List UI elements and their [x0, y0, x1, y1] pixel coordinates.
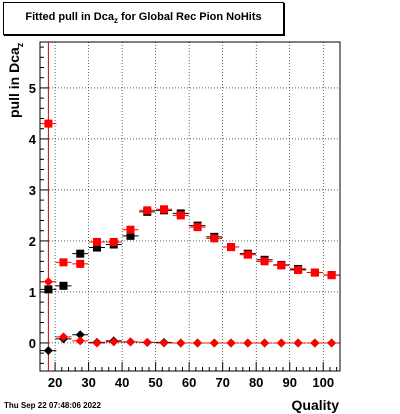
data-point-diamond [159, 338, 169, 348]
data-point-diamond [75, 330, 85, 340]
x-tick-label: 40 [115, 375, 129, 390]
title-box: Fitted pull in Dcaz for Global Rec Pion … [3, 2, 284, 35]
data-point-diamond [43, 346, 53, 356]
axes: 20 30 40 50 60 70 80 90 100 0 1 2 3 4 5 [29, 41, 341, 390]
data-point-square [260, 257, 269, 266]
x-tick-label: 80 [249, 375, 263, 390]
data-point-diamond [327, 338, 337, 348]
data-point-diamond [75, 336, 85, 346]
data-point-diamond [193, 338, 203, 348]
x-tick-label: 60 [182, 375, 196, 390]
data-point-square [193, 223, 202, 232]
data-point-square [44, 119, 53, 128]
data-point-square [176, 211, 185, 220]
chart-title: Fitted pull in Dcaz for Global Rec Pion … [25, 11, 262, 26]
data-point-diamond [276, 338, 286, 348]
grid [40, 42, 340, 371]
y-tick-label: 3 [29, 183, 36, 198]
data-point-square [59, 281, 68, 290]
plot-frame [39, 41, 341, 372]
data-point-square [92, 237, 101, 246]
data-point-square [109, 237, 118, 246]
y-axis-label: pull in Dcaz [6, 42, 25, 118]
timestamp: Thu Sep 22 07:48:06 2022 [4, 401, 101, 410]
data-point-diamond [109, 337, 119, 347]
x-tick-label: 100 [312, 375, 334, 390]
data-point-diamond [92, 338, 102, 348]
data-point-diamond [58, 332, 68, 342]
data-point-diamond [260, 338, 270, 348]
data-point-diamond [226, 338, 236, 348]
x-axis-label: Quality [292, 397, 340, 413]
data-point-square [277, 261, 286, 270]
x-tick-label: 30 [81, 375, 95, 390]
y-tick-label: 2 [29, 234, 36, 249]
data-point-diamond [43, 277, 53, 287]
data-point-square [310, 268, 319, 277]
data-point-square [44, 285, 53, 294]
y-tick-label: 5 [29, 81, 36, 96]
y-tick-label: 0 [29, 336, 36, 351]
data-marks [40, 119, 340, 356]
data-point-diamond [126, 337, 136, 347]
x-tick-label: 20 [48, 375, 62, 390]
y-tick-label: 1 [29, 285, 36, 300]
data-point-square [243, 250, 252, 259]
x-tick-label: 90 [282, 375, 296, 390]
data-point-diamond [310, 338, 320, 348]
x-tick-label: 70 [215, 375, 229, 390]
data-point-square [327, 271, 336, 280]
data-point-diamond [142, 337, 152, 347]
data-point-square [227, 243, 236, 252]
data-point-diamond [176, 338, 186, 348]
data-point-square [294, 266, 303, 275]
data-point-square [76, 259, 85, 268]
data-point-square [126, 231, 135, 240]
y-tick-label: 4 [29, 132, 37, 147]
data-point-diamond [293, 338, 303, 348]
data-point-square [76, 249, 85, 258]
x-tick-label: 50 [148, 375, 162, 390]
data-point-square [59, 258, 68, 267]
data-point-square [126, 225, 135, 234]
data-point-diamond [209, 338, 219, 348]
data-point-square [160, 205, 169, 214]
data-point-square [92, 243, 101, 252]
data-point-square [143, 206, 152, 215]
data-point-square [210, 234, 219, 243]
data-point-diamond [243, 338, 253, 348]
